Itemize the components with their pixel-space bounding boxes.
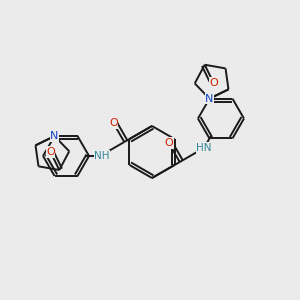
Text: NH: NH [94,151,110,161]
Text: HN: HN [196,143,212,153]
Text: N: N [205,94,214,103]
Text: O: O [209,78,218,88]
Text: O: O [164,138,173,148]
Text: O: O [46,147,55,157]
Text: O: O [109,118,118,128]
Text: N: N [50,131,59,141]
